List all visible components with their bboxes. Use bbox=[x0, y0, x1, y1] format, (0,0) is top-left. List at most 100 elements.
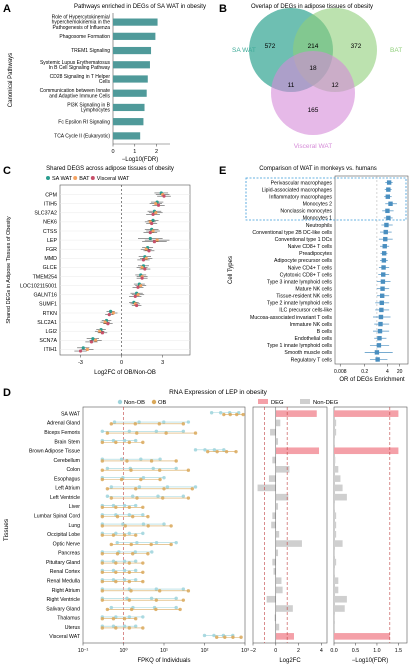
or-point bbox=[380, 286, 385, 291]
gene-label: ITIH5 bbox=[44, 201, 57, 207]
sample-point bbox=[115, 540, 119, 545]
sample-point bbox=[100, 589, 105, 593]
or-point bbox=[379, 293, 385, 298]
sample-point bbox=[135, 496, 139, 500]
log2fc-bar bbox=[275, 466, 290, 473]
gene-label: MMD bbox=[44, 256, 57, 262]
log2fc-bar bbox=[275, 410, 317, 417]
fdr-bar bbox=[334, 623, 335, 631]
sample-point bbox=[149, 542, 153, 547]
cell-type-label: Endothelial cells bbox=[295, 336, 333, 342]
sample-point bbox=[169, 542, 173, 547]
pathway-label: Communication between Innate and Adaptive… bbox=[40, 88, 111, 99]
venn-circle-visceral-wat bbox=[271, 51, 355, 135]
panel-d-plot2-frame bbox=[252, 406, 328, 644]
sample-point bbox=[130, 514, 135, 519]
gene-label: GALNT16 bbox=[33, 293, 57, 299]
sample-point bbox=[100, 459, 105, 463]
log2fc-point bbox=[154, 202, 158, 206]
sample-point bbox=[122, 438, 127, 443]
pathway-bar bbox=[113, 75, 148, 83]
sample-point bbox=[100, 533, 105, 537]
venn-count-bat-vis: 12 bbox=[331, 82, 339, 89]
or-point bbox=[381, 265, 386, 270]
sample-point bbox=[190, 487, 195, 491]
sample-point bbox=[100, 598, 105, 602]
gene-label: GLCE bbox=[43, 265, 58, 271]
log2fc-point bbox=[148, 236, 152, 241]
legend-marker bbox=[151, 399, 157, 405]
log2fc-point bbox=[85, 347, 89, 352]
x-tick-label: 0 bbox=[274, 648, 277, 654]
fdr-bar bbox=[334, 568, 335, 575]
fdr-bar bbox=[334, 530, 337, 538]
gene-label: RTKN bbox=[43, 311, 57, 317]
sample-point bbox=[174, 605, 178, 610]
sample-point bbox=[154, 607, 158, 612]
tissue-label: Lumbar Spinal Cord bbox=[34, 514, 80, 520]
sample-point bbox=[133, 533, 138, 537]
panel-b-letter: B bbox=[219, 3, 227, 15]
fdr-bar bbox=[334, 484, 343, 492]
tissue-label: Renal Medulla bbox=[47, 578, 80, 584]
sample-point bbox=[114, 561, 118, 565]
sample-point bbox=[178, 607, 182, 612]
cell-type-label: Conventional type 1 DCs bbox=[275, 237, 333, 243]
log2fc-point bbox=[133, 294, 137, 298]
sample-point bbox=[162, 420, 166, 424]
sample-point bbox=[105, 607, 110, 612]
sample-point bbox=[186, 589, 191, 593]
pathway-label: Role of Hypercytokinemia/hyperchemokinem… bbox=[52, 15, 111, 31]
cell-type-label: Type 3 innate lymphoid cells bbox=[267, 279, 333, 285]
sample-point bbox=[122, 578, 127, 582]
tissue-label: Salivary Gland bbox=[46, 606, 80, 612]
cell-type-label: Monocytes 2 bbox=[303, 202, 333, 208]
sample-point bbox=[133, 559, 138, 563]
log2fc-bar bbox=[272, 456, 276, 464]
sample-point bbox=[122, 503, 127, 508]
cell-type-label: Type 1 innate lymphoid cells bbox=[267, 343, 333, 349]
panel-d-xlabel3: −Log10(FDR) bbox=[352, 658, 389, 664]
x-tick-label: 10³ bbox=[241, 648, 249, 654]
log2fc-bar bbox=[275, 493, 289, 501]
gene-label: CPM bbox=[45, 192, 57, 198]
x-tick-label: 0.008 bbox=[334, 369, 347, 375]
pathway-bar bbox=[113, 103, 145, 112]
or-point bbox=[381, 258, 387, 263]
sample-point bbox=[127, 570, 132, 574]
gene-label: SUMF1 bbox=[39, 302, 57, 308]
or-point bbox=[385, 208, 390, 214]
sample-point bbox=[164, 431, 168, 435]
log2fc-point bbox=[151, 218, 155, 222]
sample-point bbox=[181, 494, 186, 498]
sample-point bbox=[141, 513, 145, 517]
log2fc-bar bbox=[275, 419, 281, 427]
or-point bbox=[375, 357, 380, 362]
or-point bbox=[374, 350, 380, 355]
sample-point bbox=[186, 468, 191, 472]
sample-point bbox=[100, 440, 105, 445]
panel-c: C Shared DEGS across adipose tissues of … bbox=[3, 165, 191, 376]
sample-point bbox=[223, 635, 227, 639]
log2fc-point bbox=[135, 303, 139, 308]
sample-point bbox=[115, 514, 120, 519]
cell-type-label: Naive CD8+ T cells bbox=[288, 244, 333, 250]
sample-point bbox=[209, 411, 214, 415]
cell-type-label: Adipocyte precursor cells bbox=[274, 258, 332, 264]
venn-label-sa-wat: SA WAT bbox=[232, 47, 256, 54]
tissue-label: Right Atrium bbox=[52, 588, 80, 594]
log2fc-point bbox=[140, 276, 144, 280]
sample-point bbox=[154, 587, 159, 591]
tissue-label: Thalamus bbox=[57, 616, 80, 622]
sample-point bbox=[241, 412, 245, 417]
pathway-label: TREM1 Signaling bbox=[71, 48, 110, 54]
fdr-bar bbox=[334, 475, 341, 482]
pathway-label: Fc Epsilon RI Signaling bbox=[58, 119, 110, 125]
panel-a-xlabel: −Log10(FDR) bbox=[122, 157, 159, 163]
log2fc-bar bbox=[274, 614, 276, 622]
sample-point bbox=[141, 561, 145, 565]
sample-point bbox=[129, 468, 133, 472]
panel-e-plot-frame bbox=[334, 175, 409, 365]
sample-point bbox=[127, 598, 132, 602]
